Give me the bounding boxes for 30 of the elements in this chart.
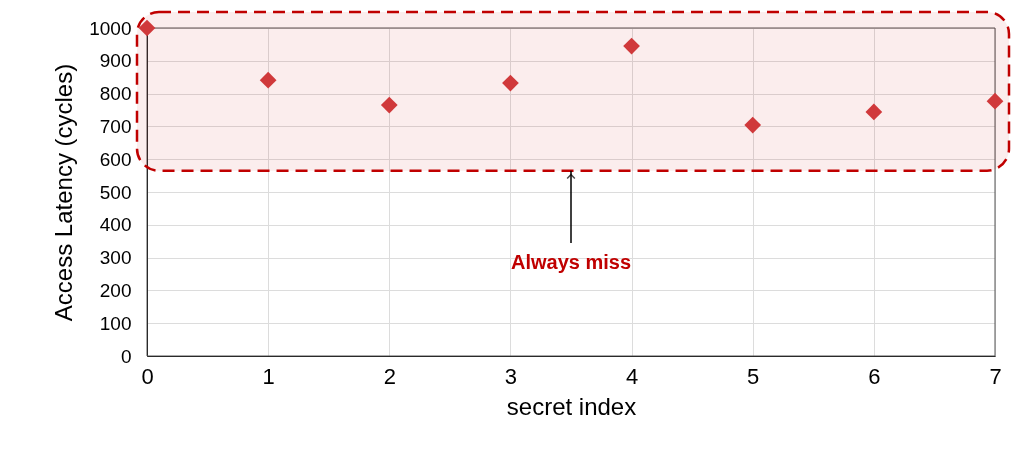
point (502, 74, 519, 92)
band-label: Always miss (510, 251, 632, 274)
point (259, 71, 277, 89)
y-tick-label: 700 (99, 115, 132, 137)
x-tick-label: 7 (989, 363, 1002, 389)
y-tick-label: 1000 (89, 17, 132, 39)
y-tick-label: 0 (120, 345, 132, 367)
y-tick-label: 600 (99, 148, 132, 170)
y-tick-label: 500 (99, 181, 132, 203)
x-tick-label: 4 (625, 363, 639, 389)
point (138, 19, 156, 37)
x-tick-label: 0 (141, 363, 154, 389)
x-tick-label: 3 (504, 363, 518, 389)
x-tick-label: 1 (262, 363, 275, 389)
y-tick-label: 400 (99, 214, 132, 236)
point (865, 103, 883, 121)
point (380, 96, 398, 114)
point (986, 92, 1004, 110)
point (744, 116, 762, 134)
y-tick-label: 300 (99, 247, 132, 269)
y-axis-title: Access Latency (cycles) (50, 63, 78, 322)
x-tick-label: 5 (747, 363, 760, 389)
y-tick-label: 100 (99, 312, 132, 334)
x-axis-title: secret index (506, 392, 637, 420)
x-tick-label: 2 (383, 363, 396, 389)
y-tick-label: 900 (99, 50, 132, 72)
y-tick-label: 200 (99, 279, 132, 301)
x-tick-label: 6 (868, 363, 881, 389)
point (623, 37, 640, 55)
y-tick-label: 800 (99, 83, 132, 105)
